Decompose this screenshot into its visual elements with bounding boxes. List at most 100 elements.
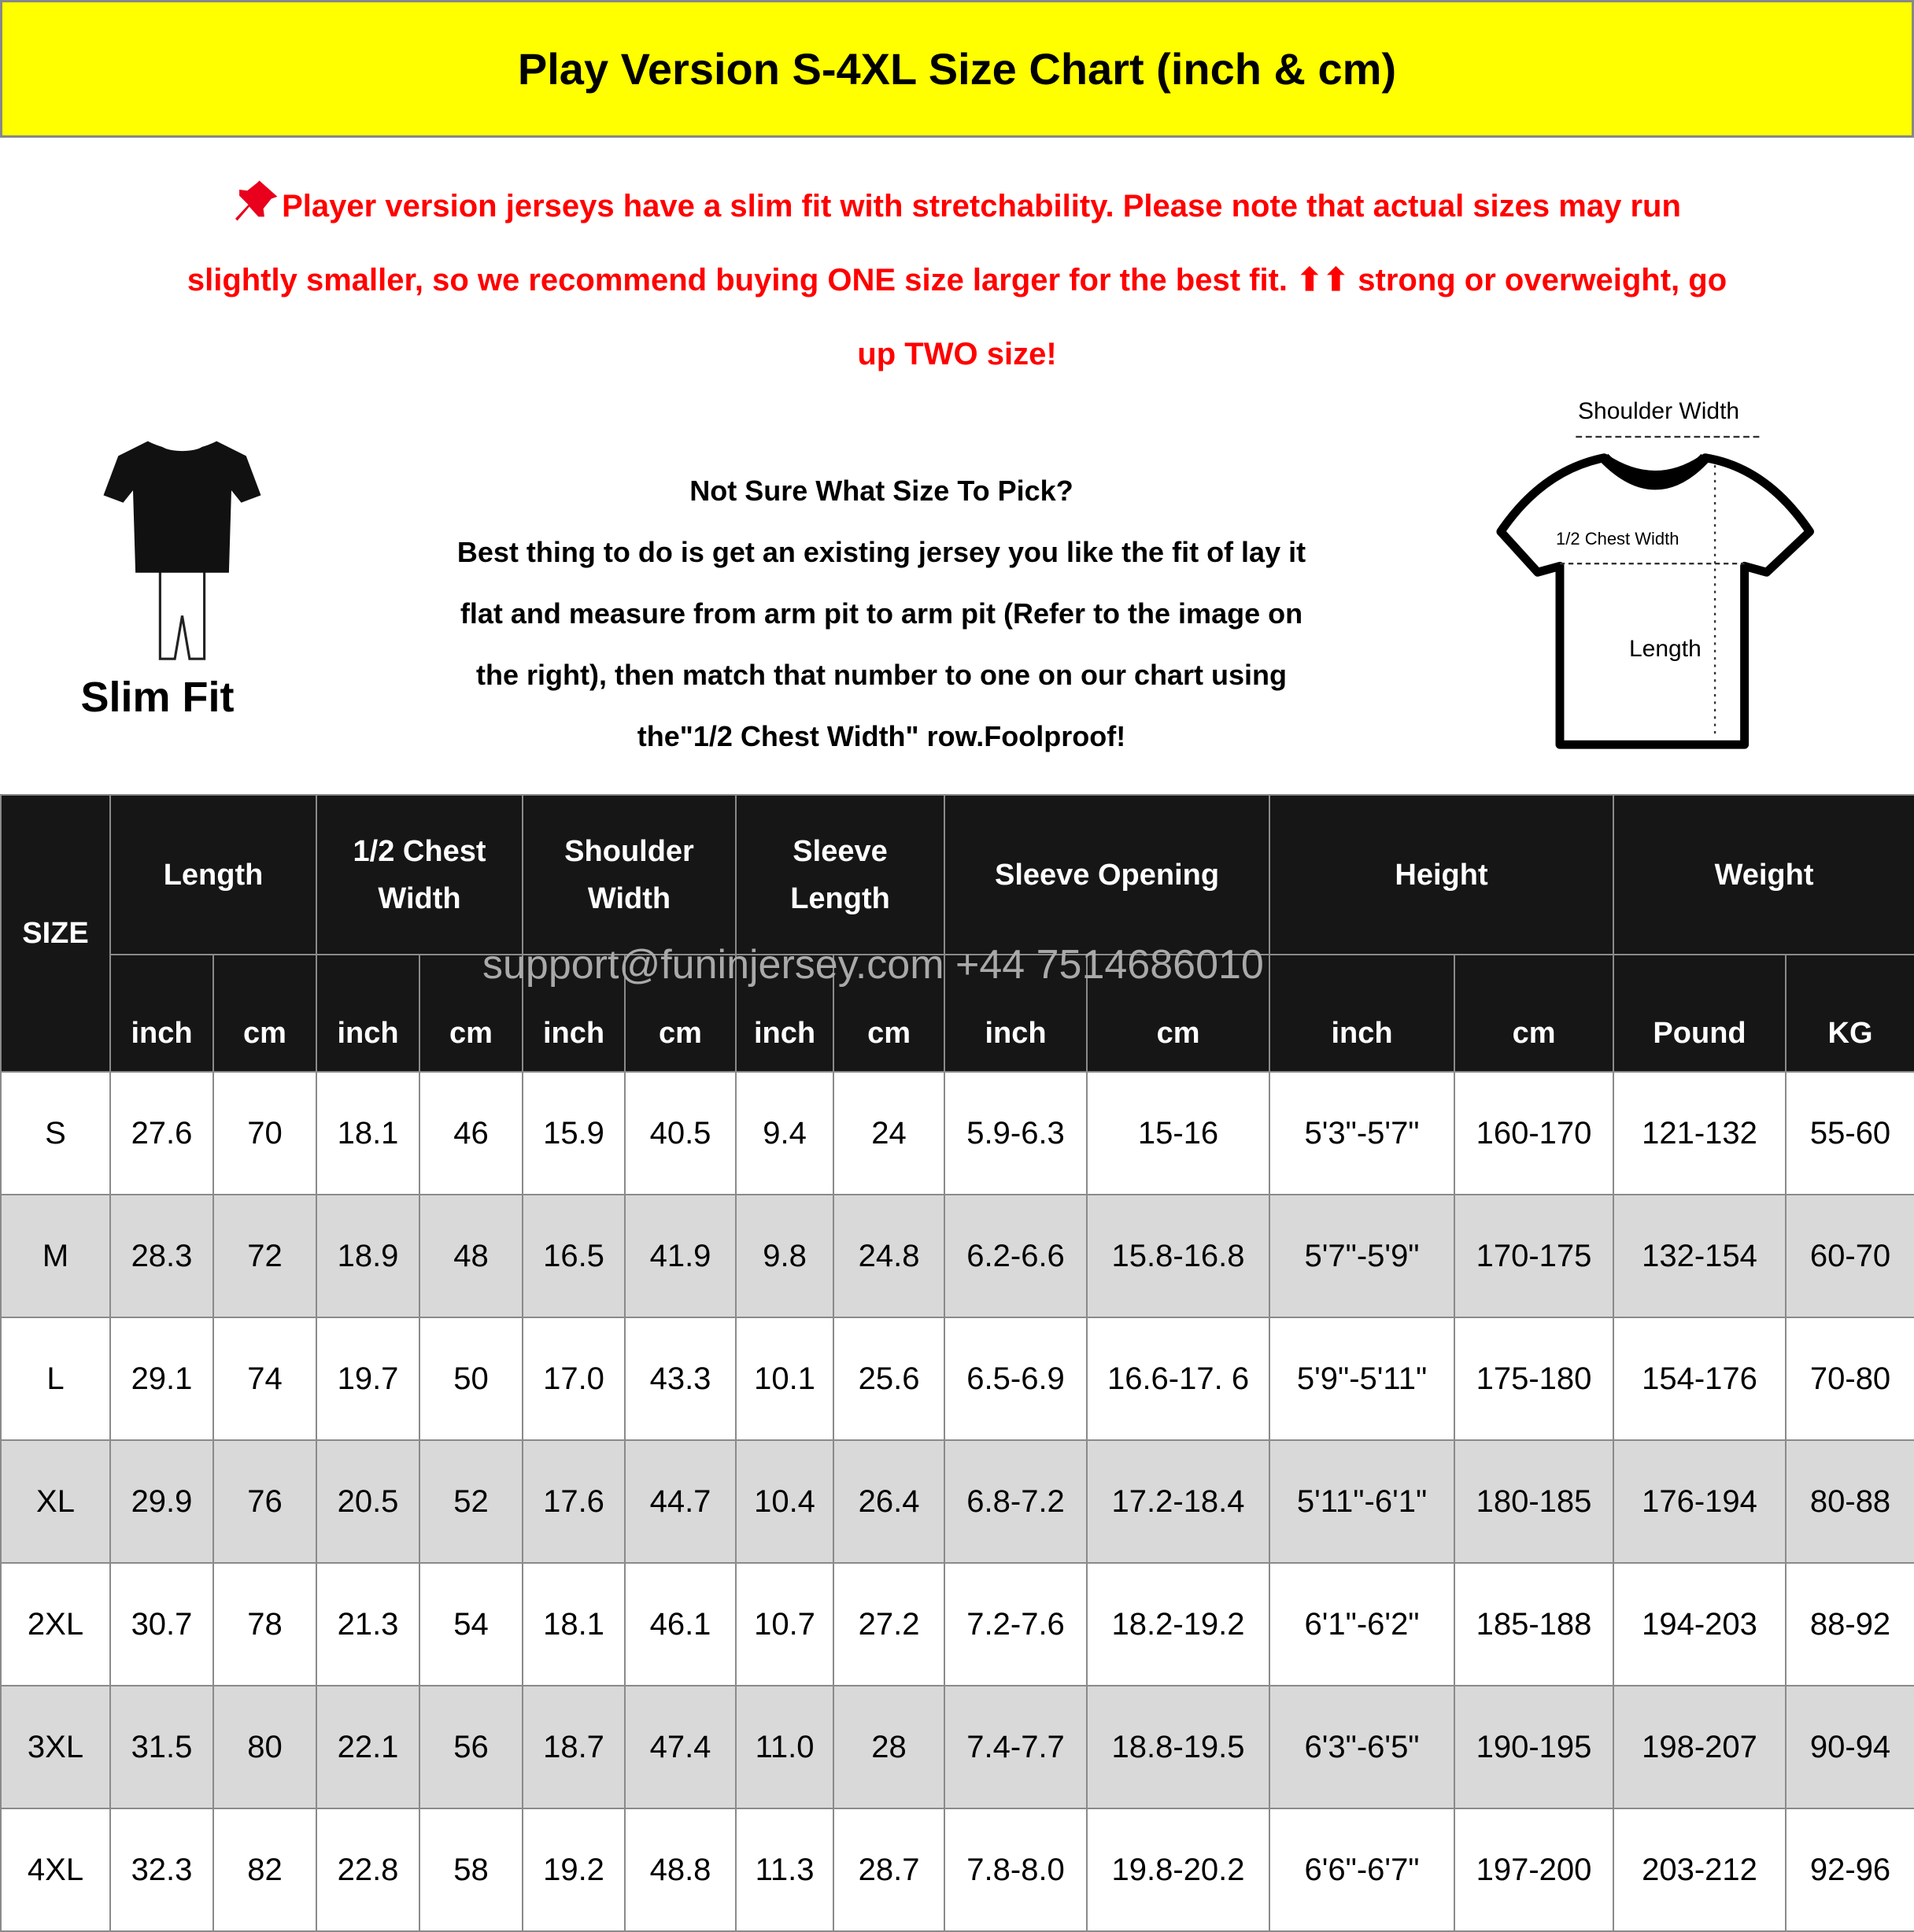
- size-cell: S: [0, 1071, 111, 1195]
- value-cell: 18.1: [316, 1071, 421, 1195]
- unit-header: cm: [833, 954, 946, 1073]
- value-cell: 15.9: [522, 1071, 626, 1195]
- value-cell: 170-175: [1454, 1194, 1615, 1318]
- unit-header: KG: [1785, 954, 1914, 1073]
- value-cell: 88-92: [1785, 1562, 1914, 1686]
- value-cell: 28.3: [109, 1194, 214, 1318]
- value-cell: 44.7: [624, 1439, 737, 1564]
- value-cell: 28: [833, 1685, 946, 1809]
- value-cell: 48: [419, 1194, 524, 1318]
- table-row: XL 29.9 76 20.5 52 17.6 44.7 10.4 26.4 6.8-7.2 17.…: [0, 1439, 1914, 1564]
- table-row: 3XL 31.5 80 22.1 56 18.7 47.4 11.0 28 7.4-7.7 18.8…: [0, 1685, 1914, 1809]
- fit-notice: Player version jerseys have a slim fit w…: [16, 169, 1898, 391]
- size-cell: M: [0, 1194, 111, 1318]
- column-group-header: 1/2 Chest Width: [316, 794, 524, 955]
- value-cell: 176-194: [1613, 1439, 1787, 1564]
- value-cell: 24: [833, 1071, 946, 1195]
- value-cell: 27.2: [833, 1562, 946, 1686]
- value-cell: 6'3"-6'5": [1269, 1685, 1456, 1809]
- size-cell: 3XL: [0, 1685, 111, 1809]
- value-cell: 154-176: [1613, 1317, 1787, 1441]
- value-cell: 27.6: [109, 1071, 214, 1195]
- value-cell: 17.0: [522, 1317, 626, 1441]
- value-cell: 19.8-20.2: [1086, 1808, 1271, 1932]
- value-cell: 72: [212, 1194, 318, 1318]
- guide-line: the right), then match that number to on…: [476, 659, 1287, 691]
- value-cell: 6.8-7.2: [944, 1439, 1088, 1564]
- value-cell: 28.7: [833, 1808, 946, 1932]
- size-cell: L: [0, 1317, 111, 1441]
- value-cell: 180-185: [1454, 1439, 1615, 1564]
- value-cell: 9.4: [735, 1071, 835, 1195]
- size-cell: XL: [0, 1439, 111, 1564]
- value-cell: 17.2-18.4: [1086, 1439, 1271, 1564]
- slim-fit-figure-icon: [103, 436, 261, 660]
- value-cell: 56: [419, 1685, 524, 1809]
- value-cell: 92-96: [1785, 1808, 1914, 1932]
- value-cell: 29.1: [109, 1317, 214, 1441]
- value-cell: 7.4-7.7: [944, 1685, 1088, 1809]
- value-cell: 82: [212, 1808, 318, 1932]
- value-cell: 50: [419, 1317, 524, 1441]
- value-cell: 40.5: [624, 1071, 737, 1195]
- guide-line: flat and measure from arm pit to arm pit…: [460, 597, 1303, 630]
- value-cell: 6'1"-6'2": [1269, 1562, 1456, 1686]
- value-cell: 11.0: [735, 1685, 835, 1809]
- table-row: L 29.1 74 19.7 50 17.0 43.3 10.1 25.6 6.5-6.9 16.6…: [0, 1317, 1914, 1441]
- value-cell: 19.2: [522, 1808, 626, 1932]
- value-cell: 43.3: [624, 1317, 737, 1441]
- table-row: 4XL 32.3 82 22.8 58 19.2 48.8 11.3 28.7 7.8-8.0 19…: [0, 1808, 1914, 1932]
- column-group-header: Weight: [1613, 794, 1914, 955]
- unit-header: cm: [1086, 954, 1271, 1073]
- column-group-header: Shoulder Width: [522, 794, 737, 955]
- unit-header: inch: [735, 954, 835, 1073]
- unit-header: inch: [316, 954, 421, 1073]
- value-cell: 80-88: [1785, 1439, 1914, 1564]
- value-cell: 76: [212, 1439, 318, 1564]
- value-cell: 5'7"-5'9": [1269, 1194, 1456, 1318]
- unit-header: cm: [419, 954, 524, 1073]
- value-cell: 47.4: [624, 1685, 737, 1809]
- table-row: S 27.6 70 18.1 46 15.9 40.5 9.4 24 5.9-6.3 15-16 5'…: [0, 1071, 1914, 1195]
- value-cell: 24.8: [833, 1194, 946, 1318]
- unit-header: cm: [624, 954, 737, 1073]
- chest-width-label: 1/2 Chest Width: [1556, 529, 1679, 549]
- value-cell: 19.7: [316, 1317, 421, 1441]
- table-row: 2XL 30.7 78 21.3 54 18.1 46.1 10.7 27.2 7.2-7.6 18…: [0, 1562, 1914, 1686]
- value-cell: 121-132: [1613, 1071, 1787, 1195]
- value-cell: 22.1: [316, 1685, 421, 1809]
- value-cell: 16.6-17. 6: [1086, 1317, 1271, 1441]
- value-cell: 6'6"-6'7": [1269, 1808, 1456, 1932]
- value-cell: 10.1: [735, 1317, 835, 1441]
- value-cell: 48.8: [624, 1808, 737, 1932]
- value-cell: 9.8: [735, 1194, 835, 1318]
- value-cell: 132-154: [1613, 1194, 1787, 1318]
- value-cell: 6.2-6.6: [944, 1194, 1088, 1318]
- value-cell: 10.4: [735, 1439, 835, 1564]
- value-cell: 185-188: [1454, 1562, 1615, 1686]
- column-group-header: Sleeve Opening: [944, 794, 1271, 955]
- value-cell: 18.1: [522, 1562, 626, 1686]
- column-group-header: Height: [1269, 794, 1615, 955]
- value-cell: 7.2-7.6: [944, 1562, 1088, 1686]
- value-cell: 10.7: [735, 1562, 835, 1686]
- value-cell: 54: [419, 1562, 524, 1686]
- value-cell: 74: [212, 1317, 318, 1441]
- notice-line-2: slightly smaller, so we recommend buying…: [187, 263, 1727, 297]
- value-cell: 6.5-6.9: [944, 1317, 1088, 1441]
- value-cell: 15.8-16.8: [1086, 1194, 1271, 1318]
- value-cell: 70: [212, 1071, 318, 1195]
- value-cell: 29.9: [109, 1439, 214, 1564]
- value-cell: 80: [212, 1685, 318, 1809]
- tshirt-outline-icon: [1496, 435, 1815, 749]
- value-cell: 7.8-8.0: [944, 1808, 1088, 1932]
- shoulder-width-label: Shoulder Width: [1578, 398, 1740, 424]
- value-cell: 41.9: [624, 1194, 737, 1318]
- value-cell: 160-170: [1454, 1071, 1615, 1195]
- value-cell: 21.3: [316, 1562, 421, 1686]
- chart-title: Play Version S-4XL Size Chart (inch & cm…: [0, 0, 1914, 138]
- pushpin-icon: [235, 180, 278, 221]
- value-cell: 20.5: [316, 1439, 421, 1564]
- value-cell: 90-94: [1785, 1685, 1914, 1809]
